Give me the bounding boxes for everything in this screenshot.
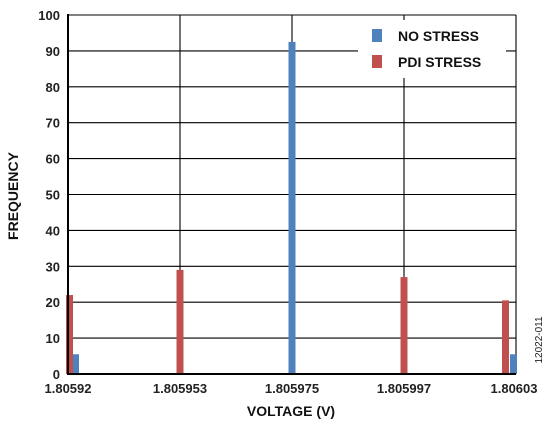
- bar-pdi-stress-1.805997: [400, 277, 408, 374]
- bars: [66, 41, 517, 375]
- y-tick-label: 60: [46, 152, 60, 167]
- x-tick-label: 1.80603: [491, 381, 538, 396]
- y-axis-title: FREQUENCY: [5, 151, 21, 240]
- y-tick-label: 0: [53, 367, 60, 382]
- bar-no-stress-1.80592: [72, 354, 79, 374]
- x-tick-label: 1.80592: [45, 381, 92, 396]
- y-tick-label: 20: [46, 295, 60, 310]
- y-tick-label: 50: [46, 188, 60, 203]
- x-tick-label: 1.805997: [377, 381, 431, 396]
- y-tick-label: 10: [46, 331, 60, 346]
- y-tick-label: 30: [46, 259, 60, 274]
- legend: NO STRESS PDI STRESS: [358, 20, 506, 78]
- legend-background: [358, 20, 506, 78]
- y-tick-label: 90: [46, 44, 60, 59]
- bar-pdi-stress-1.80603: [502, 300, 509, 374]
- y-tick-labels: 0 10 20 30 40 50 60 70 80 90 100: [38, 8, 60, 382]
- y-tick-label: 100: [38, 8, 60, 23]
- figure-id: 12022-011: [534, 316, 545, 364]
- bar-pdi-stress-1.805953: [176, 269, 184, 374]
- x-tick-label: 1.805975: [265, 381, 319, 396]
- y-tick-label: 40: [46, 223, 60, 238]
- legend-label-pdi-stress: PDI STRESS: [398, 54, 481, 70]
- legend-swatch-no-stress: [372, 29, 382, 42]
- bar-no-stress-1.80603: [510, 354, 517, 374]
- legend-label-no-stress: NO STRESS: [398, 28, 479, 44]
- y-tick-label: 70: [46, 116, 60, 131]
- y-tick-label: 80: [46, 80, 60, 95]
- legend-swatch-pdi-stress: [372, 55, 382, 68]
- x-tick-label: 1.805953: [153, 381, 207, 396]
- x-tick-labels: 1.80592 1.805953 1.805975 1.805997 1.80603: [45, 381, 538, 396]
- axes: [67, 14, 516, 375]
- bar-no-stress-1.805975: [288, 41, 296, 375]
- x-axis-title: VOLTAGE (V): [247, 403, 335, 419]
- bar-pdi-stress-1.80592: [66, 295, 73, 374]
